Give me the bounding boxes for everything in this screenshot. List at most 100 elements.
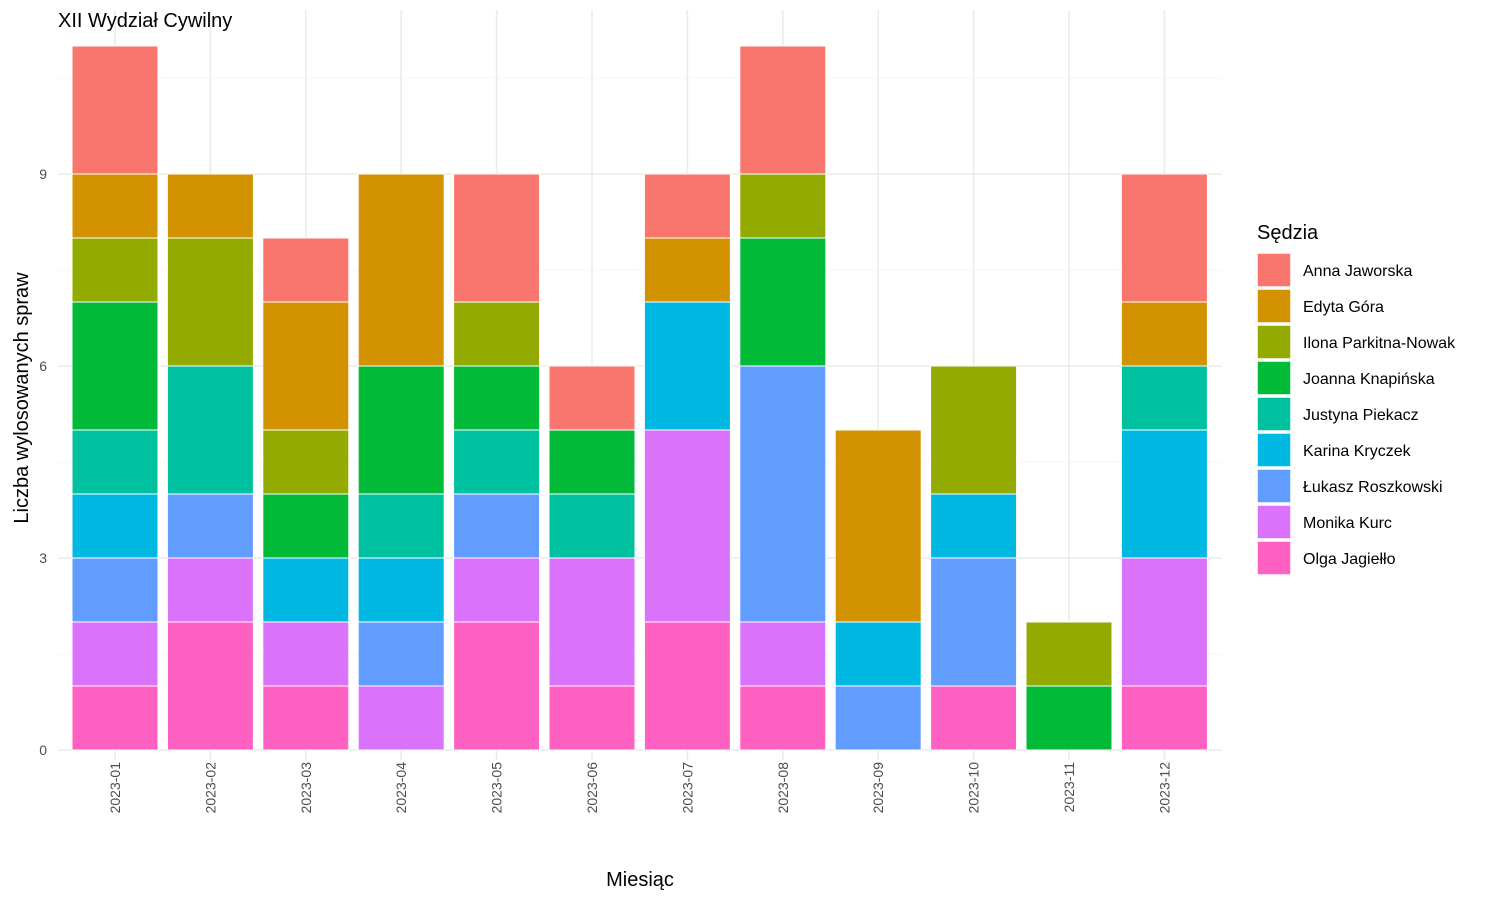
bar-segment (739, 237, 827, 367)
bar-segment (262, 621, 350, 687)
bars (71, 45, 1208, 751)
bar-segment (71, 301, 159, 431)
legend-swatch (1256, 288, 1292, 324)
legend-swatch (1256, 360, 1292, 396)
x-tick-label: 2023-10 (966, 762, 982, 814)
bar-segment (1025, 685, 1113, 751)
legend: Sędzia Anna Jaworska Edyta Góra Ilona Park… (1256, 222, 1456, 576)
bar-segment (357, 173, 445, 367)
bar-segment (166, 493, 254, 559)
bar-segment (71, 173, 159, 239)
bar-segment (1120, 173, 1208, 303)
x-tick-label: 2023-09 (870, 762, 886, 814)
y-tick-label: 6 (39, 358, 47, 374)
x-tick-label: 2023-08 (775, 762, 791, 814)
bar-segment (930, 365, 1018, 495)
legend-label: Łukasz Roszkowski (1303, 479, 1443, 496)
bar-segment (739, 365, 827, 623)
legend-label: Olga Jagiełło (1303, 551, 1396, 568)
bar-segment (262, 301, 350, 431)
bar-segment (71, 685, 159, 751)
bar-segment (1120, 429, 1208, 559)
legend-label: Ilona Parkitna-Nowak (1303, 335, 1456, 352)
legend-swatch (1256, 252, 1292, 288)
x-tick-label: 2023-03 (298, 762, 314, 814)
bar-segment (357, 621, 445, 687)
legend-swatch (1256, 432, 1292, 468)
bar-segment (739, 621, 827, 687)
bar-segment (453, 365, 541, 431)
bar-segment (357, 685, 445, 751)
bar-segment (739, 685, 827, 751)
bar-segment (643, 173, 731, 239)
legend-swatch (1256, 396, 1292, 432)
bar-segment (834, 429, 922, 623)
bar-segment (166, 237, 254, 367)
bar-segment (71, 557, 159, 623)
x-tick-label: 2023-11 (1061, 762, 1077, 813)
bar-segment (357, 493, 445, 559)
bar-segment (930, 557, 1018, 687)
x-tick-label: 2023-01 (107, 762, 123, 814)
bar-segment (548, 429, 636, 495)
legend-swatch (1256, 468, 1292, 504)
bar-segment (1120, 685, 1208, 751)
legend-label: Karina Kryczek (1303, 443, 1412, 460)
legend-label: Anna Jaworska (1303, 263, 1412, 280)
legend-label: Joanna Knapińska (1303, 371, 1435, 388)
bar-segment (262, 685, 350, 751)
bar-segment (453, 557, 541, 623)
bar-segment (930, 493, 1018, 559)
bar-segment (262, 429, 350, 495)
y-axis-title: Liczba wylosowanych spraw (11, 272, 33, 524)
y-tick-label: 9 (39, 166, 47, 182)
y-tick-label: 3 (39, 550, 47, 566)
bar-segment (71, 45, 159, 175)
bar-segment (1120, 301, 1208, 367)
bar-segment (643, 621, 731, 751)
bar-segment (262, 237, 350, 303)
bar-segment (643, 301, 731, 431)
x-axis-title: Miesiąc (606, 869, 674, 891)
legend-label: Edyta Góra (1303, 299, 1384, 316)
x-axis-ticks: 2023-01 2023-02 2023-03 2023-04 2023-05 2023-… (107, 762, 1172, 814)
bar-segment (357, 557, 445, 623)
bar-segment (834, 621, 922, 687)
y-tick-label: 0 (39, 742, 47, 758)
chart-title: XII Wydział Cywilny (58, 10, 232, 32)
bar-segment (71, 237, 159, 303)
bar-segment (930, 685, 1018, 751)
bar-segment (166, 365, 254, 495)
bar-segment (166, 557, 254, 623)
bar-segment (453, 301, 541, 367)
legend-label: Monika Kurc (1303, 515, 1392, 532)
bar-segment (453, 493, 541, 559)
legend-items: Anna Jaworska Edyta Góra Ilona Parkitna-No… (1256, 252, 1456, 576)
bar-segment (71, 429, 159, 495)
x-tick-label: 2023-07 (679, 762, 695, 814)
bar-segment (1120, 557, 1208, 687)
bar-segment (548, 493, 636, 559)
bar-segment (357, 365, 445, 495)
bar-segment (834, 685, 922, 751)
y-axis-ticks: 0 3 6 9 (39, 166, 47, 758)
bar-segment (453, 429, 541, 495)
legend-swatch (1256, 504, 1292, 540)
bar-segment (262, 557, 350, 623)
x-tick-label: 2023-02 (202, 762, 218, 814)
bar-segment (71, 621, 159, 687)
legend-label: Justyna Piekacz (1303, 407, 1419, 424)
bar-segment (1025, 621, 1113, 687)
bar-segment (1120, 365, 1208, 431)
bar-segment (548, 685, 636, 751)
legend-swatch (1256, 324, 1292, 360)
bar-segment (548, 557, 636, 687)
x-tick-label: 2023-05 (489, 762, 505, 814)
bar-segment (166, 621, 254, 751)
bar-segment (643, 429, 731, 623)
x-tick-label: 2023-12 (1156, 762, 1172, 814)
bar-segment (166, 173, 254, 239)
legend-title: Sędzia (1257, 222, 1319, 244)
x-tick-label: 2023-04 (393, 762, 409, 814)
